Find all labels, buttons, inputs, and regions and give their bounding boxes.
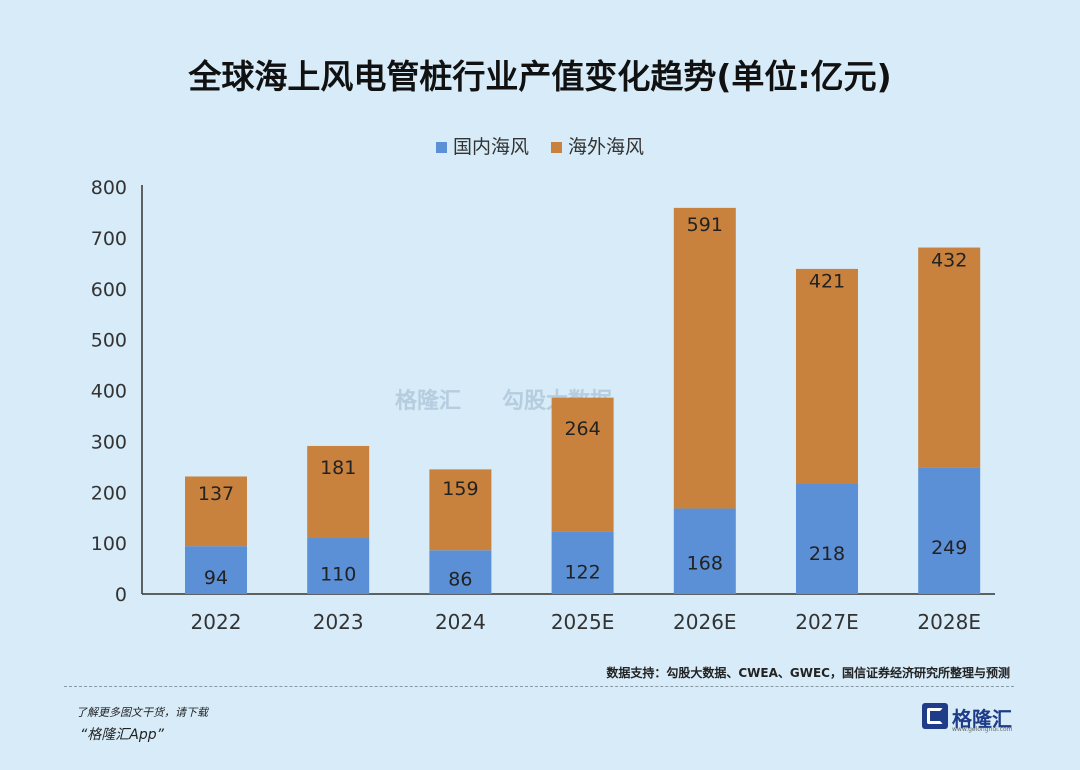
promo-text: 了解更多图文干货，请下载 [76,706,208,719]
legend: 国内海风 海外海风 [0,132,1080,159]
x-tick-label: 2025E [551,610,615,634]
bar-overseas [185,476,247,547]
legend-label-overseas: 海外海风 [568,136,645,158]
legend-swatch-domestic [435,142,447,153]
logo-url: www.gelonghui.com [952,726,1013,733]
data-label: 137 [198,483,234,505]
data-label: 86 [448,568,472,590]
y-tick-label: 300 [91,431,127,453]
x-tick-label: 2023 [313,610,364,634]
data-label: 218 [809,543,845,565]
legend-item-overseas: 海外海风 [551,132,644,159]
bar-domestic [918,467,981,594]
y-tick-label: 700 [91,228,127,250]
data-source-note: 数据支持：勾股大数据、CWEA、GWEC，国信证券经济研究所整理与预测 [606,666,1010,680]
legend-item-domestic: 国内海风 [435,132,529,159]
bar-overseas [918,247,981,468]
data-label: 249 [931,537,967,559]
y-tick-label: 600 [91,279,127,301]
bar-overseas [307,445,370,539]
data-label: 181 [320,457,356,479]
y-tick-label: 100 [91,533,127,555]
bar-domestic [551,531,614,594]
x-tick-label: 2027E [795,610,859,634]
logo-text: 格隆汇 [952,707,1012,731]
bar-domestic [673,508,736,594]
bar-domestic [307,538,370,594]
y-tick-label: 500 [91,330,127,352]
x-tick-label: 2022 [191,610,242,634]
x-tick-label: 2028E [917,610,981,634]
data-label: 122 [564,561,600,583]
data-label: 264 [564,418,600,440]
data-label: 421 [809,271,845,293]
promo-app-name: “格隆汇App” [80,727,164,743]
data-label: 591 [687,214,723,236]
legend-label-domestic: 国内海风 [452,136,529,158]
legend-swatch-overseas [551,142,563,153]
bar-domestic [429,550,492,594]
chart-title: 全球海上风电管桩行业产值变化趋势(单位:亿元) [188,57,892,96]
data-label: 94 [204,567,228,589]
bar-domestic [185,546,247,594]
bar-overseas [429,469,492,551]
y-tick-label: 400 [91,381,127,403]
x-tick-label: 2026E [673,610,737,634]
x-tick-label: 2024 [435,610,486,634]
data-label: 110 [320,564,356,586]
data-label: 159 [442,478,478,500]
watermark-left: 格隆汇 [395,389,462,414]
bar-domestic [796,483,858,594]
footer-divider [64,686,1014,687]
y-tick-label: 800 [91,177,127,199]
data-label: 168 [687,553,723,575]
bar-overseas [796,268,858,484]
data-label: 432 [931,250,967,272]
bar-overseas [673,207,736,509]
y-tick-label: 200 [91,482,127,504]
y-tick-label: 0 [115,584,127,606]
bar-overseas [551,397,614,532]
logo-icon [922,703,948,729]
